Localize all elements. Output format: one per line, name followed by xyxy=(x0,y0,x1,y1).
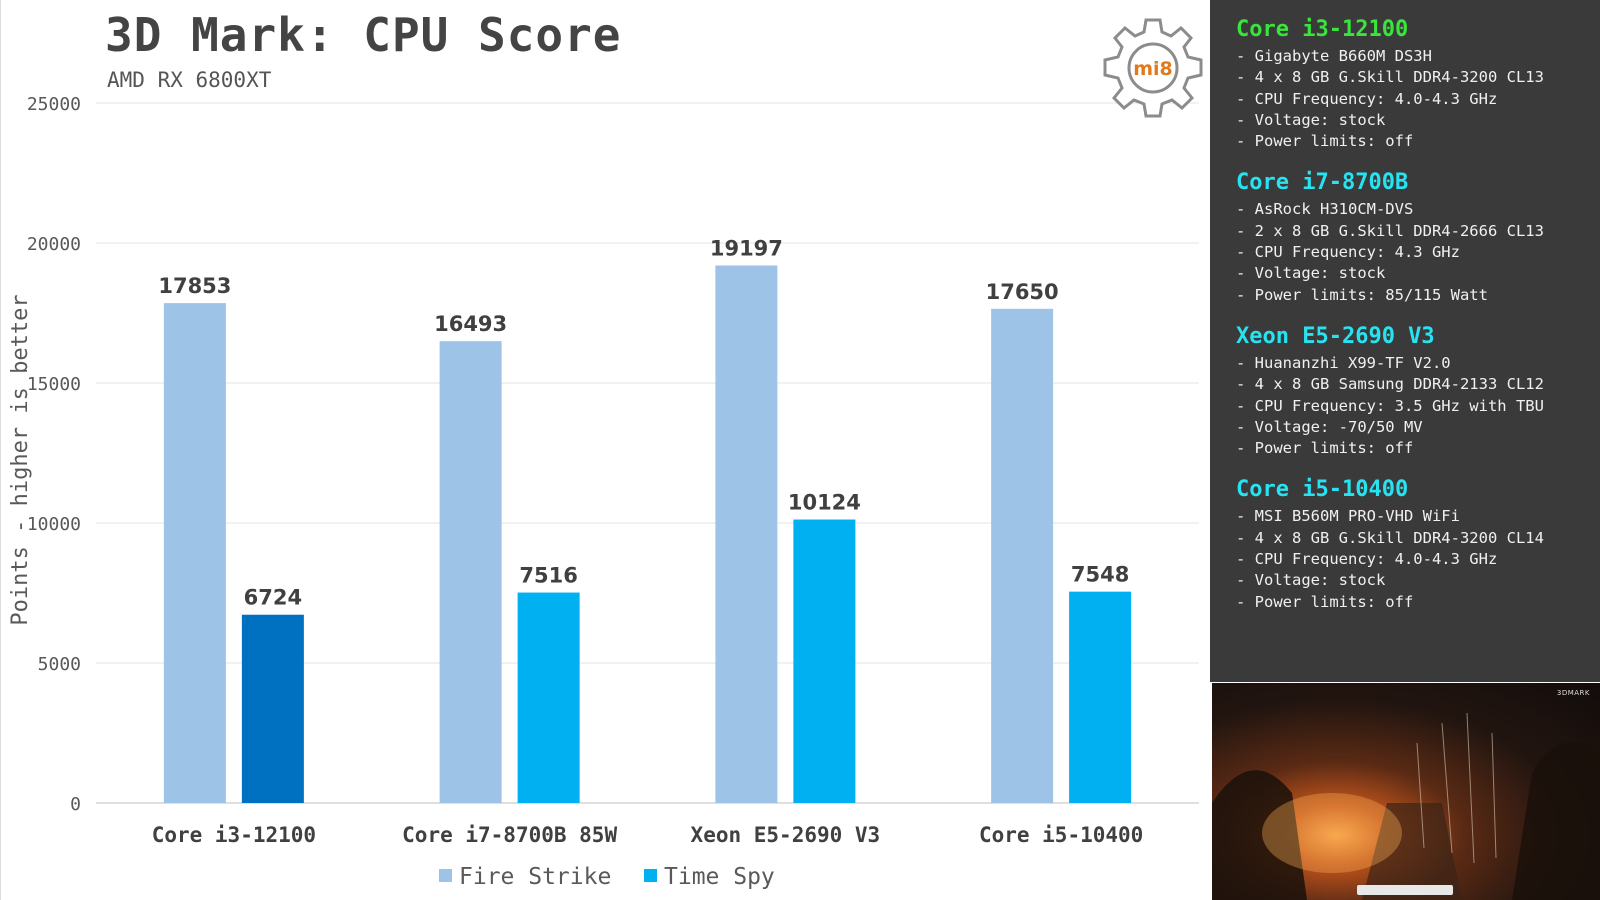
bar-time-spy xyxy=(241,614,304,803)
spec-line: - Power limits: off xyxy=(1236,439,1414,458)
data-label: 6724 xyxy=(244,586,302,610)
y-tick-label: 5000 xyxy=(38,654,81,675)
bar-fire-strike xyxy=(991,308,1054,803)
legend-label: Fire Strike xyxy=(459,864,611,890)
spec-cpu-name: Core i7-8700B xyxy=(1236,170,1409,196)
spec-cpu-name: Core i5-10400 xyxy=(1236,477,1409,503)
spec-line: - Voltage: stock xyxy=(1236,110,1386,129)
data-label: 17853 xyxy=(158,274,231,298)
spec-block: Core i3-12100 - Gigabyte B660M DS3H - 4 x … xyxy=(1236,16,1600,152)
data-label: 19197 xyxy=(710,236,783,260)
data-label: 7516 xyxy=(519,564,577,588)
spec-block: Core i5-10400 - MSI B560M PRO-VHD WiFi - 4… xyxy=(1236,476,1600,612)
chart-area: 0 5000 10000 15000 20000 25000 Points - higher… xyxy=(0,0,1203,900)
benchmark-scene xyxy=(1212,712,1600,900)
spec-line: - CPU Frequency: 3.5 GHz with TBU xyxy=(1236,396,1544,415)
spec-block: Core i7-8700B - AsRock H310CM-DVS - 2 x 8 … xyxy=(1236,169,1600,305)
y-tick-label: 20000 xyxy=(27,234,81,255)
bar-fire-strike xyxy=(715,265,778,803)
bar-time-spy xyxy=(793,519,856,803)
spec-line: - CPU Frequency: 4.0-4.3 GHz xyxy=(1236,550,1498,569)
spec-line: - Huananzhi X99-TF V2.0 xyxy=(1236,353,1451,372)
bar-chart: 0 5000 10000 15000 20000 25000 Points - higher… xyxy=(8,94,1199,890)
spec-line: - AsRock H310CM-DVS xyxy=(1236,200,1414,219)
logo-text: mi8 xyxy=(1133,58,1173,80)
data-label: 16493 xyxy=(434,312,507,336)
benchmark-hud-bar xyxy=(1357,885,1453,895)
spec-line: - Gigabyte B660M DS3H xyxy=(1236,47,1432,65)
y-tick-label: 15000 xyxy=(27,374,81,395)
spec-panel: Core i3-12100 - Gigabyte B660M DS3H - 4 x … xyxy=(1210,0,1600,682)
spec-line: - Power limits: off xyxy=(1236,592,1414,611)
3dmark-logo: 3DMARK xyxy=(1556,689,1590,697)
x-category-label: Core i3-12100 xyxy=(152,823,316,847)
spec-line: - 4 x 8 GB Samsung DDR4-2133 CL12 xyxy=(1236,375,1544,394)
x-category-label: Xeon E5-2690 V3 xyxy=(691,823,881,847)
spec-cpu-name: Xeon E5-2690 V3 xyxy=(1236,323,1435,349)
spec-line: - MSI B560M PRO-VHD WiFi xyxy=(1236,507,1460,526)
x-category-label: Core i7-8700B 85W xyxy=(402,823,617,847)
bar-fire-strike xyxy=(439,341,502,803)
data-label: 10124 xyxy=(788,491,861,515)
y-tick-label: 25000 xyxy=(27,94,81,115)
chart-subtitle: AMD RX 6800XT xyxy=(107,68,272,92)
spec-block: Xeon E5-2690 V3 - Huananzhi X99-TF V2.0 - … xyxy=(1236,323,1600,459)
bar-fire-strike xyxy=(163,303,226,803)
chart-title: 3D Mark: CPU Score xyxy=(105,8,622,62)
mi8-gear-logo: mi8 xyxy=(1103,18,1203,118)
x-category-label: Core i5-10400 xyxy=(979,823,1143,847)
spec-cpu-name: Core i3-12100 xyxy=(1236,17,1409,42)
spec-line: - Voltage: -70/50 MV xyxy=(1236,417,1423,436)
legend-swatch xyxy=(439,869,452,882)
spec-line: - 4 x 8 GB G.Skill DDR4-3200 CL14 xyxy=(1236,528,1544,547)
data-label: 17650 xyxy=(986,280,1059,304)
y-tick-label: 10000 xyxy=(27,514,81,535)
spec-line: - 4 x 8 GB G.Skill DDR4-3200 CL13 xyxy=(1236,68,1544,87)
bar-time-spy xyxy=(1069,591,1132,803)
spec-line: - CPU Frequency: 4.3 GHz xyxy=(1236,243,1460,262)
spec-line: - CPU Frequency: 4.0-4.3 GHz xyxy=(1236,89,1498,108)
benchmark-video-thumbnail: 3DMARK xyxy=(1212,683,1600,900)
y-axis-label: Points - higher is better xyxy=(8,294,33,625)
legend-swatch xyxy=(644,869,657,882)
spec-line: - 2 x 8 GB G.Skill DDR4-2666 CL13 xyxy=(1236,221,1544,240)
data-label: 7548 xyxy=(1071,563,1129,587)
legend-label: Time Spy xyxy=(664,864,775,890)
spec-line: - Voltage: stock xyxy=(1236,571,1386,590)
spec-line: - Voltage: stock xyxy=(1236,264,1386,283)
spec-line: - Power limits: off xyxy=(1236,132,1414,151)
spec-line: - Power limits: 85/115 Watt xyxy=(1236,285,1488,304)
y-tick-label: 0 xyxy=(70,794,81,815)
bar-time-spy xyxy=(517,592,580,803)
